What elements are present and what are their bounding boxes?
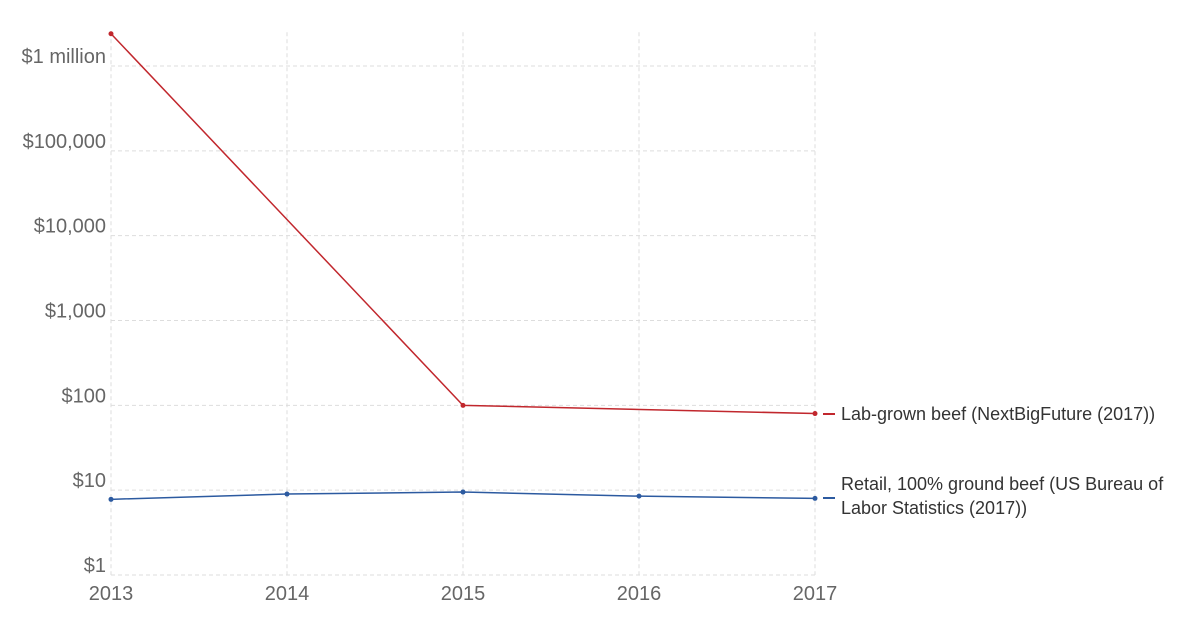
x-tick-label: 2015	[441, 583, 486, 605]
data-point	[812, 495, 818, 501]
series-lines	[108, 31, 818, 502]
y-tick-label: $100,000	[23, 131, 106, 153]
x-tick-label: 2017	[793, 583, 838, 605]
x-tick-label: 2013	[89, 583, 134, 605]
legend-label-retail: Retail, 100% ground beef (US Bureau of L…	[841, 474, 1164, 519]
y-tick-label: $1,000	[45, 301, 106, 323]
data-point	[460, 402, 466, 408]
data-point	[636, 493, 642, 499]
axis-ticks: $1 $10 $100 $1,000 $10,000 $100,000 $1 million…	[22, 46, 838, 605]
legend-label-lab-grown: Lab-grown beef (NextBigFuture (2017))	[841, 403, 1156, 424]
x-tick-label: 2016	[617, 583, 662, 605]
y-tick-label: $1	[84, 555, 106, 577]
data-point	[108, 31, 114, 37]
data-point	[284, 491, 290, 497]
y-tick-label: $10	[73, 470, 106, 492]
legend-swatch-retail	[823, 497, 835, 500]
data-point	[812, 411, 818, 417]
data-point	[108, 496, 114, 502]
legend-swatch-lab-grown	[823, 412, 835, 415]
y-tick-label: $10,000	[34, 216, 106, 238]
y-tick-label: $1 million	[22, 46, 106, 68]
x-tick-label: 2014	[265, 583, 310, 605]
data-point	[460, 489, 466, 495]
y-tick-label: $100	[62, 385, 107, 407]
